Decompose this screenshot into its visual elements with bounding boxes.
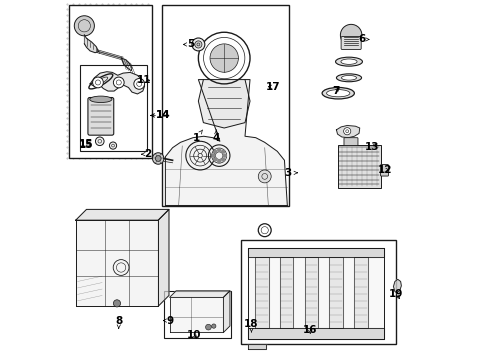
Circle shape <box>210 44 239 72</box>
Circle shape <box>205 324 211 330</box>
Text: 14: 14 <box>156 111 171 121</box>
Circle shape <box>214 150 217 153</box>
Text: 2: 2 <box>142 149 152 159</box>
Circle shape <box>192 38 205 51</box>
Circle shape <box>134 78 145 89</box>
Text: 17: 17 <box>266 82 280 92</box>
Polygon shape <box>170 291 230 297</box>
Polygon shape <box>122 58 132 71</box>
Polygon shape <box>248 248 384 338</box>
FancyBboxPatch shape <box>344 138 358 145</box>
Polygon shape <box>223 291 230 332</box>
Text: 5: 5 <box>183 40 195 49</box>
Circle shape <box>212 154 215 157</box>
FancyBboxPatch shape <box>341 37 361 49</box>
Polygon shape <box>198 80 250 128</box>
Circle shape <box>221 150 224 153</box>
Text: 6: 6 <box>358 35 369 44</box>
Polygon shape <box>248 328 384 338</box>
Polygon shape <box>84 35 98 53</box>
Text: 11: 11 <box>137 75 151 85</box>
Circle shape <box>212 324 216 328</box>
Polygon shape <box>90 72 145 94</box>
Circle shape <box>96 137 104 145</box>
Polygon shape <box>305 257 318 328</box>
Text: 1: 1 <box>193 130 202 143</box>
Text: 9: 9 <box>163 316 174 325</box>
Circle shape <box>218 160 220 163</box>
FancyBboxPatch shape <box>88 98 114 135</box>
Polygon shape <box>329 257 343 328</box>
Circle shape <box>341 24 362 46</box>
Text: 13: 13 <box>365 142 379 152</box>
Text: 3: 3 <box>284 168 297 178</box>
FancyBboxPatch shape <box>69 5 152 158</box>
Polygon shape <box>248 344 266 349</box>
Text: 15: 15 <box>79 139 94 149</box>
Polygon shape <box>255 257 269 328</box>
Polygon shape <box>170 297 223 332</box>
Circle shape <box>214 158 217 161</box>
Circle shape <box>109 142 117 149</box>
Text: 14: 14 <box>150 111 171 121</box>
Circle shape <box>195 41 202 48</box>
Text: 16: 16 <box>303 325 318 335</box>
Circle shape <box>258 170 271 183</box>
Ellipse shape <box>341 59 357 64</box>
Ellipse shape <box>337 74 362 82</box>
Text: 10: 10 <box>187 330 201 340</box>
Circle shape <box>223 154 226 157</box>
Circle shape <box>155 156 161 161</box>
Polygon shape <box>166 80 287 205</box>
Circle shape <box>218 149 220 152</box>
Circle shape <box>152 153 164 164</box>
Polygon shape <box>76 220 158 306</box>
FancyBboxPatch shape <box>162 5 289 206</box>
Ellipse shape <box>342 76 357 80</box>
Ellipse shape <box>322 87 354 99</box>
Text: 4: 4 <box>213 130 220 143</box>
Text: 19: 19 <box>389 289 403 299</box>
Text: 12: 12 <box>378 165 392 175</box>
FancyBboxPatch shape <box>164 291 231 338</box>
Polygon shape <box>337 126 360 138</box>
FancyBboxPatch shape <box>338 145 381 188</box>
Circle shape <box>74 16 95 36</box>
Ellipse shape <box>90 96 112 103</box>
Polygon shape <box>158 210 169 306</box>
Text: 15: 15 <box>79 140 94 150</box>
FancyBboxPatch shape <box>242 240 395 344</box>
Polygon shape <box>76 210 169 220</box>
Ellipse shape <box>336 57 363 66</box>
Circle shape <box>221 158 224 161</box>
Ellipse shape <box>326 90 350 97</box>
Text: 18: 18 <box>244 319 259 332</box>
Circle shape <box>113 77 124 88</box>
Polygon shape <box>280 257 294 328</box>
Circle shape <box>93 77 103 88</box>
Polygon shape <box>354 257 368 328</box>
FancyBboxPatch shape <box>80 65 147 151</box>
Text: 8: 8 <box>115 316 122 328</box>
Text: 7: 7 <box>332 86 340 96</box>
Circle shape <box>343 128 351 135</box>
Polygon shape <box>393 279 401 293</box>
Circle shape <box>113 300 121 307</box>
FancyBboxPatch shape <box>381 165 389 176</box>
Polygon shape <box>248 248 384 257</box>
